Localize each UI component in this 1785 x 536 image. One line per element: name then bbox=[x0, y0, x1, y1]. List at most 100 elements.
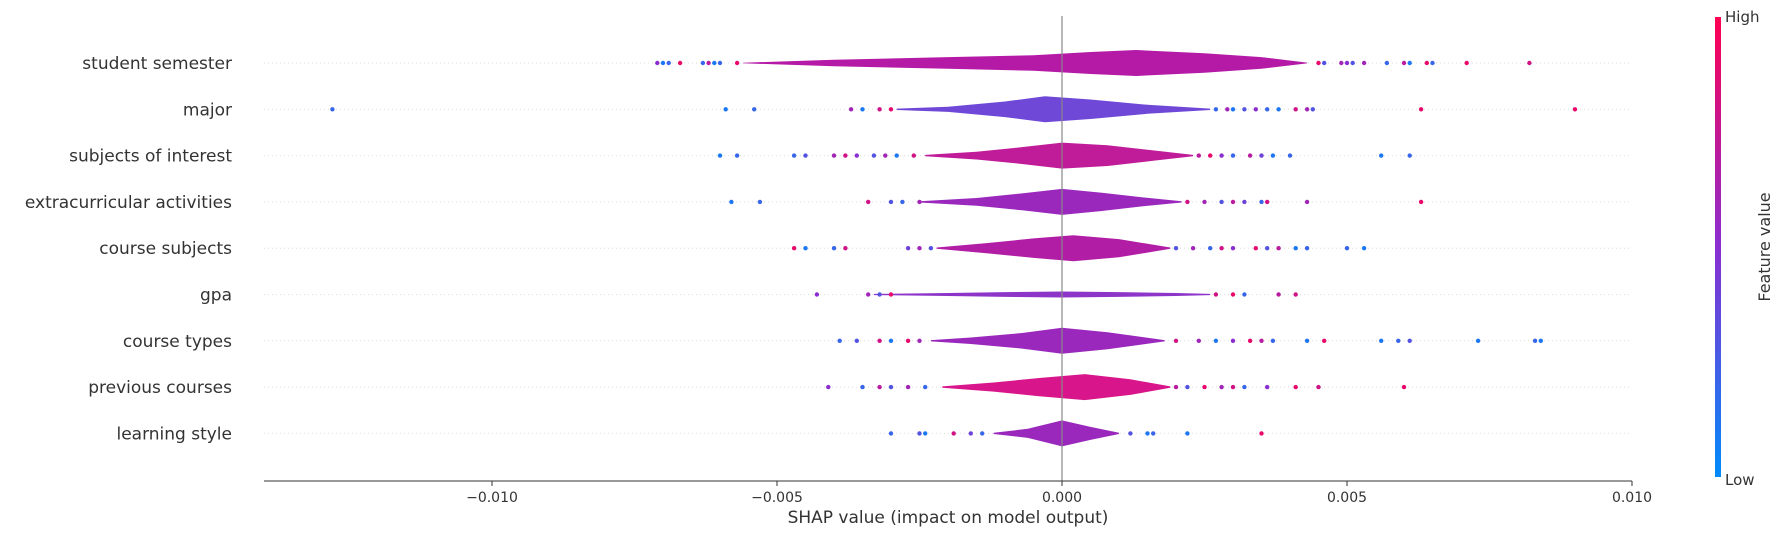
point-previous-courses-7 bbox=[1185, 384, 1190, 390]
point-learning-style-10 bbox=[1259, 431, 1264, 436]
point-student-semester-10 bbox=[1322, 60, 1327, 66]
feature-label-subjects-of-interest: subjects of interest bbox=[69, 147, 232, 167]
point-learning-style-5 bbox=[980, 431, 985, 436]
point-gpa-0 bbox=[814, 292, 820, 297]
violin-shapes bbox=[742, 50, 1308, 447]
feature-label-gpa: gpa bbox=[200, 286, 232, 306]
point-previous-courses-13 bbox=[1293, 384, 1298, 390]
point-course-subjects-10 bbox=[1219, 246, 1224, 251]
point-major-4 bbox=[860, 107, 865, 112]
feature-label-major: major bbox=[183, 100, 232, 120]
point-course-subjects-14 bbox=[1276, 246, 1281, 251]
point-course-types-3 bbox=[888, 338, 894, 343]
point-major-14 bbox=[1293, 107, 1298, 112]
point-course-subjects-17 bbox=[1344, 246, 1350, 251]
point-major-13 bbox=[1276, 107, 1281, 112]
x-tick-label-0: −0.010 bbox=[466, 490, 518, 506]
point-extracurricular-activities-3 bbox=[888, 199, 894, 205]
point-extracurricular-activities-10 bbox=[1242, 199, 1247, 205]
point-major-3 bbox=[848, 107, 854, 112]
point-extracurricular-activities-0 bbox=[729, 199, 734, 205]
point-major-8 bbox=[1225, 107, 1230, 112]
point-previous-courses-8 bbox=[1202, 384, 1207, 390]
feature-label-course-types: course types bbox=[123, 332, 232, 352]
point-course-types-18 bbox=[1475, 338, 1481, 343]
point-major-18 bbox=[1572, 107, 1578, 112]
point-course-subjects-12 bbox=[1253, 246, 1259, 251]
point-previous-courses-6 bbox=[1173, 384, 1179, 390]
point-subjects-of-interest-13 bbox=[1219, 153, 1224, 158]
point-subjects-of-interest-11 bbox=[1196, 153, 1202, 158]
point-student-semester-21 bbox=[1527, 60, 1532, 66]
point-course-types-9 bbox=[1230, 338, 1236, 343]
point-student-semester-3 bbox=[677, 60, 683, 66]
point-subjects-of-interest-6 bbox=[854, 153, 859, 158]
x-ticks: −0.010 −0.005 0.000 0.005 0.010 bbox=[466, 481, 1652, 506]
scatter-points bbox=[330, 60, 1578, 436]
point-major-12 bbox=[1265, 107, 1270, 112]
point-course-subjects-9 bbox=[1208, 246, 1213, 251]
violin-learning-style bbox=[993, 420, 1119, 447]
point-extracurricular-activities-12 bbox=[1265, 199, 1270, 205]
point-course-subjects-15 bbox=[1293, 246, 1298, 251]
point-student-semester-18 bbox=[1424, 60, 1430, 66]
point-subjects-of-interest-4 bbox=[831, 153, 837, 158]
violin-gpa bbox=[873, 291, 1211, 298]
colorbar-high-label: High bbox=[1725, 8, 1759, 26]
point-learning-style-6 bbox=[1128, 431, 1133, 436]
point-student-semester-20 bbox=[1464, 60, 1469, 66]
point-student-semester-5 bbox=[706, 60, 711, 66]
point-learning-style-0 bbox=[888, 431, 894, 436]
point-subjects-of-interest-17 bbox=[1270, 153, 1276, 158]
point-student-semester-6 bbox=[712, 60, 717, 66]
point-subjects-of-interest-18 bbox=[1287, 153, 1293, 158]
point-student-semester-1 bbox=[660, 60, 666, 66]
point-major-6 bbox=[888, 107, 894, 112]
point-learning-style-2 bbox=[923, 431, 928, 436]
point-previous-courses-14 bbox=[1316, 384, 1321, 390]
point-previous-courses-5 bbox=[923, 384, 928, 390]
point-subjects-of-interest-7 bbox=[871, 153, 877, 158]
point-course-types-20 bbox=[1538, 338, 1544, 343]
point-subjects-of-interest-12 bbox=[1208, 153, 1213, 158]
point-course-subjects-11 bbox=[1230, 246, 1236, 251]
point-course-subjects-6 bbox=[928, 246, 934, 251]
point-previous-courses-9 bbox=[1219, 384, 1224, 390]
feature-label-learning-style: learning style bbox=[116, 424, 232, 444]
violin-course-types bbox=[930, 327, 1165, 354]
point-gpa-5 bbox=[1230, 292, 1236, 297]
point-major-2 bbox=[752, 107, 757, 112]
point-extracurricular-activities-7 bbox=[1202, 199, 1207, 205]
feature-label-student-semester: student semester bbox=[82, 54, 232, 74]
point-extracurricular-activities-9 bbox=[1230, 199, 1236, 205]
point-gpa-7 bbox=[1276, 292, 1281, 297]
point-student-semester-15 bbox=[1384, 60, 1390, 66]
point-student-semester-19 bbox=[1430, 60, 1435, 66]
point-subjects-of-interest-5 bbox=[843, 153, 848, 158]
point-previous-courses-15 bbox=[1401, 384, 1407, 390]
point-major-10 bbox=[1242, 107, 1247, 112]
point-course-subjects-0 bbox=[791, 246, 797, 251]
point-course-types-6 bbox=[1173, 338, 1179, 343]
point-course-types-5 bbox=[917, 338, 922, 343]
point-course-types-11 bbox=[1259, 338, 1264, 343]
point-course-types-10 bbox=[1247, 338, 1253, 343]
point-major-17 bbox=[1418, 107, 1424, 112]
point-student-semester-9 bbox=[1316, 60, 1321, 66]
point-major-1 bbox=[723, 107, 728, 112]
point-previous-courses-2 bbox=[877, 384, 882, 390]
point-student-semester-8 bbox=[734, 60, 740, 66]
x-tick-label-4: 0.010 bbox=[1612, 490, 1652, 506]
point-subjects-of-interest-19 bbox=[1379, 153, 1384, 158]
point-subjects-of-interest-2 bbox=[791, 153, 797, 158]
point-student-semester-14 bbox=[1361, 60, 1367, 66]
point-course-types-1 bbox=[854, 338, 859, 343]
point-extracurricular-activities-11 bbox=[1259, 199, 1264, 205]
x-tick-label-1: −0.005 bbox=[751, 490, 803, 506]
point-subjects-of-interest-9 bbox=[894, 153, 899, 158]
point-course-types-13 bbox=[1304, 338, 1310, 343]
point-course-types-8 bbox=[1213, 338, 1219, 343]
point-student-semester-4 bbox=[700, 60, 706, 66]
point-student-semester-12 bbox=[1344, 60, 1350, 66]
point-course-types-14 bbox=[1322, 338, 1327, 343]
